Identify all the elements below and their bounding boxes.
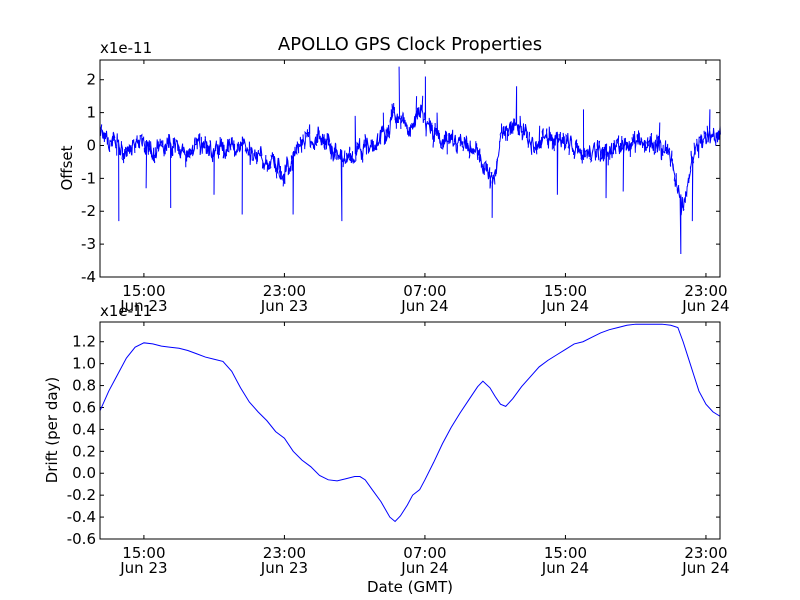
drift-x-tick-date: Jun 23	[119, 559, 167, 577]
drift-y-tick-label: 0.8	[72, 377, 96, 395]
drift-y-tick-label: -0.6	[67, 530, 96, 548]
drift-x-tick-date: Jun 23	[260, 559, 308, 577]
drift-y-tick-label: 0.6	[72, 398, 96, 416]
offset-x-tick-time: 15:00	[122, 282, 165, 300]
offset-y-tick-label: -1	[81, 169, 96, 187]
drift-y-axis-label: Drift (per day)	[43, 377, 61, 484]
offset-x-tick-date: Jun 24	[681, 297, 729, 315]
drift-panel: x1e-11 1.2 1.0 0.8 0.6 0.4 0.2 0.0 -0.2 -0.4 -0.6…	[43, 302, 730, 577]
offset-series-line	[99, 66, 721, 254]
drift-x-tick-time: 07:00	[403, 544, 446, 562]
offset-y-tick-label: -2	[81, 202, 96, 220]
drift-axes-frame	[99, 321, 721, 540]
drift-x-tick-time: 15:00	[544, 544, 587, 562]
drift-x-tick-date: Jun 24	[400, 559, 448, 577]
offset-y-tick-label: 2	[86, 71, 96, 89]
drift-y-tick-label: -0.2	[67, 486, 96, 504]
drift-x-tick-time: 15:00	[122, 544, 165, 562]
offset-x-tick-date: Jun 24	[400, 297, 448, 315]
offset-x-tick-date: Jun 23	[119, 297, 167, 315]
x-axis-label: Date (GMT)	[367, 578, 453, 596]
offset-multiplier: x1e-11	[100, 39, 152, 57]
offset-x-tick-date: Jun 24	[541, 297, 589, 315]
offset-y-tick-label: -3	[81, 235, 96, 253]
drift-y-tick-label: 1.2	[72, 333, 96, 351]
drift-plot-area	[99, 323, 721, 523]
drift-x-tick-date: Jun 24	[681, 559, 729, 577]
offset-x-tick-time: 15:00	[544, 282, 587, 300]
drift-series-line	[99, 323, 721, 523]
offset-x-tick-time: 23:00	[684, 282, 727, 300]
drift-x-tick-time: 23:00	[684, 544, 727, 562]
offset-x-tick-time: 07:00	[403, 282, 446, 300]
drift-x-tick-time: 23:00	[263, 544, 306, 562]
drift-x-tick-date: Jun 24	[541, 559, 589, 577]
offset-x-tick-time: 23:00	[263, 282, 306, 300]
drift-y-tick-label: 1.0	[72, 355, 96, 373]
offset-axes-frame	[99, 59, 721, 278]
drift-multiplier: x1e-11	[100, 302, 152, 320]
offset-y-tick-label: 1	[86, 104, 96, 122]
drift-y-tick-label: -0.4	[67, 508, 96, 526]
drift-y-tick-label: 0.2	[72, 442, 96, 460]
offset-y-tick-label: 0	[86, 136, 96, 154]
offset-y-axis-label: Offset	[58, 145, 76, 190]
offset-y-tick-label: -4	[81, 268, 96, 286]
offset-plot-area	[99, 66, 721, 254]
drift-y-tick-label: 0.0	[72, 464, 96, 482]
offset-x-tick-date: Jun 23	[260, 297, 308, 315]
drift-y-tick-label: 0.4	[72, 420, 96, 438]
drift-ticks: 1.21.00.80.60.40.20.0-0.2-0.4-0.615:00Ju…	[67, 322, 730, 577]
chart-title: APOLLO GPS Clock Properties	[278, 34, 542, 55]
